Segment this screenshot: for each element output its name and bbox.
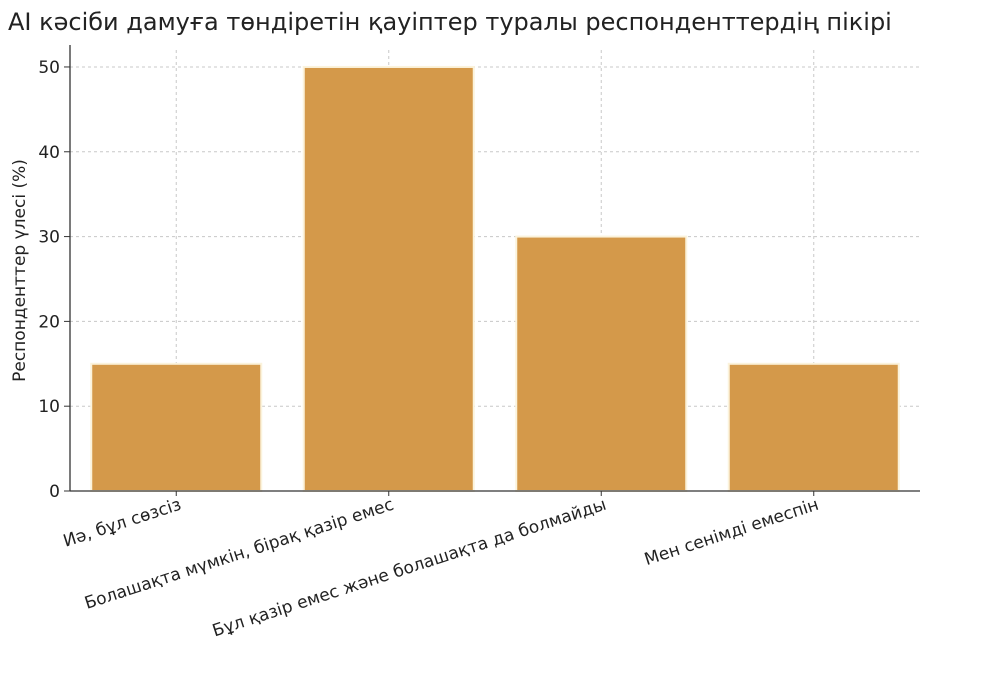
y-axis-label: Респонденттер үлесі (%) (10, 159, 30, 382)
bars (90, 65, 900, 492)
y-tick-label: 10 (38, 397, 60, 417)
y-tick-label: 50 (38, 58, 60, 78)
x-tick-label: Иә, бұл сөзсіз (61, 495, 184, 552)
bar (90, 362, 263, 492)
chart-title: AI кәсіби дамуға төндіретін қауіптер тур… (8, 8, 892, 36)
x-tick-label: Мен сенімді емеспін (642, 495, 821, 570)
axes (64, 45, 920, 496)
y-tick-label: 0 (49, 482, 60, 502)
bar (727, 362, 900, 492)
y-tick-labels: 0 10 20 30 40 50 (38, 58, 60, 502)
bar (302, 65, 475, 492)
y-tick-label: 20 (38, 312, 60, 332)
y-tick-label: 40 (38, 143, 60, 163)
bar (515, 235, 688, 492)
y-tick-label: 30 (38, 228, 60, 248)
x-tick-label: Бұл қазір емес және болашақта да болмайд… (210, 495, 609, 642)
